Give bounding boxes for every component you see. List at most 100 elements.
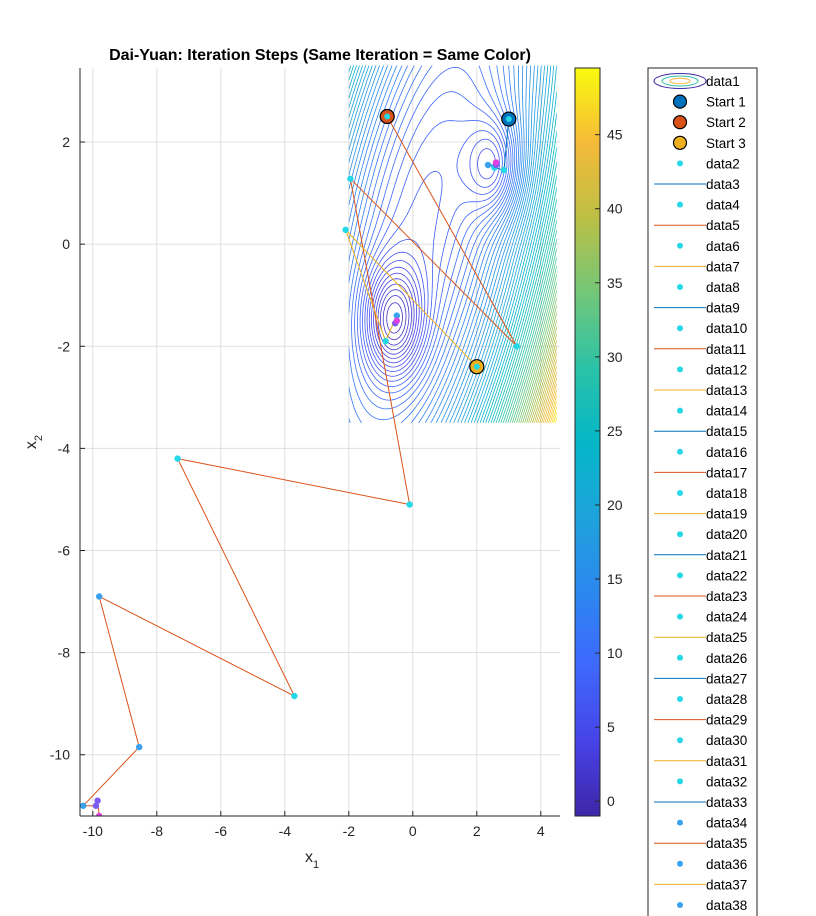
legend-entry: data32	[677, 774, 747, 789]
contour-level	[348, 65, 528, 423]
colorbar-tick-label: 40	[607, 201, 623, 217]
legend-entry: Start 1	[672, 94, 746, 110]
colorbar-tick-label: 5	[607, 719, 615, 735]
legend-label: data12	[706, 362, 747, 377]
x-axis-label: x1	[305, 849, 319, 871]
legend-entry: data28	[677, 692, 747, 707]
legend-label: data2	[706, 156, 740, 171]
colorbar-tick-label: 25	[607, 423, 623, 439]
start-marker	[469, 359, 485, 375]
contour-lines	[348, 65, 557, 423]
legend-entry: data7	[654, 259, 740, 274]
contour-level	[348, 65, 555, 423]
colorbar-tick-label: 15	[607, 571, 623, 587]
contour-level	[532, 339, 557, 423]
x-tick-label: 4	[537, 823, 545, 839]
y-axis-label: x2	[23, 435, 45, 449]
legend-entry: data24	[677, 610, 748, 625]
legend-entry: data11	[654, 342, 746, 357]
legend-label: data30	[706, 733, 747, 748]
contour-level	[505, 239, 557, 423]
contour-level	[348, 65, 519, 423]
iterate-point	[382, 337, 389, 345]
legend-entry: data21	[654, 548, 747, 563]
x-tick-label: -2	[343, 823, 356, 839]
legend-label: data16	[706, 445, 747, 460]
contour-level	[348, 65, 516, 423]
x-axis-label-main: x	[305, 849, 313, 866]
legend-label: data11	[706, 342, 746, 357]
legend-entry: data27	[654, 671, 747, 686]
contour-level	[522, 304, 557, 423]
x-tick-label: -4	[279, 823, 292, 839]
path-segment	[177, 458, 295, 697]
legend-entry: data16	[677, 445, 747, 460]
iteration-points	[80, 159, 520, 816]
contour-level	[382, 295, 407, 341]
legend-entry: data29	[654, 713, 747, 728]
legend-label: data21	[706, 548, 747, 563]
x-tick-label: 2	[473, 823, 481, 839]
x-tick-label: -10	[83, 823, 103, 839]
legend-label: data4	[706, 198, 740, 213]
contour-level	[548, 395, 557, 423]
legend-entry: data14	[677, 404, 748, 419]
y-tick-label: -8	[58, 645, 71, 661]
contour-level	[535, 352, 557, 423]
start-markers	[379, 108, 517, 375]
iterate-point	[492, 159, 500, 166]
iterate-point	[484, 161, 492, 169]
iterate-point	[174, 455, 181, 462]
legend-entry: data9	[654, 301, 740, 316]
contour-level	[351, 65, 512, 410]
contour-level	[541, 371, 557, 423]
y-ticks: -10 -8 -6 -4 -2 0 2	[50, 134, 85, 763]
legend-entry: data12	[677, 362, 747, 377]
colorbar-tick-label: 0	[607, 793, 615, 809]
colorbar-tick-label: 30	[607, 349, 623, 365]
iterate-point	[291, 692, 298, 700]
colorbar-ticks: 0 5 10 15 20 25 30 35 40 45	[595, 127, 623, 809]
contour-level	[366, 148, 496, 372]
contour-level	[348, 65, 557, 423]
legend-label: data35	[706, 836, 747, 851]
x-ticks: -10 -8 -6 -4 -2 0 2 4	[83, 811, 545, 839]
contour-level	[520, 297, 557, 423]
start-marker	[501, 111, 517, 127]
contour-level	[516, 282, 557, 423]
iterate-point	[406, 501, 413, 508]
contour-level	[524, 312, 557, 423]
legend-entry: data22	[677, 568, 747, 583]
contour-level	[348, 65, 535, 423]
legend: data1 Start 1 Start 2 Start 3 data2 data3 data…	[647, 67, 758, 916]
legend-entry: data35	[654, 836, 747, 851]
contour-level	[502, 229, 557, 423]
path-segment	[98, 596, 295, 697]
x-tick-label: -6	[215, 823, 228, 839]
contour-level	[487, 161, 557, 423]
y-tick-label: -10	[50, 747, 70, 763]
contour-level	[551, 406, 557, 423]
y-tick-label: -2	[58, 338, 71, 354]
legend-entry: data34	[677, 816, 748, 831]
path-segment	[386, 116, 518, 347]
legend-entry: data36	[677, 857, 747, 872]
legend-label: data36	[706, 857, 747, 872]
chart-title: Dai-Yuan: Iteration Steps (Same Iteratio…	[109, 47, 531, 64]
legend-entry: data5	[654, 218, 740, 233]
legend-label: Start 1	[706, 95, 746, 110]
contour-level	[348, 65, 539, 423]
contour-level	[537, 359, 557, 423]
legend-label: data6	[706, 239, 740, 254]
legend-label: data23	[706, 589, 747, 604]
legend-label: data18	[706, 486, 747, 501]
colorbar-tick-label: 10	[607, 645, 623, 661]
legend-entry: data25	[654, 630, 747, 645]
legend-entry: data17	[654, 465, 747, 480]
legend-entry: data23	[654, 589, 747, 604]
contour-level	[354, 66, 510, 401]
contour-level	[348, 65, 542, 423]
contour-level	[498, 209, 557, 423]
iterate-point	[500, 166, 508, 174]
contour-level	[554, 417, 557, 423]
